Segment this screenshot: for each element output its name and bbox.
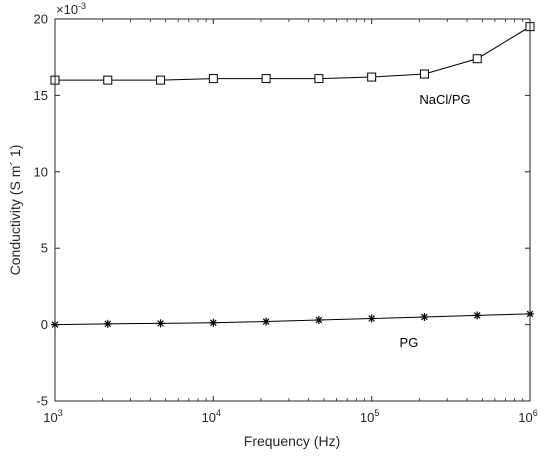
x-tick-base: 10	[360, 410, 374, 425]
series-line-pg	[54, 313, 531, 326]
data-point-pg	[420, 312, 429, 321]
asterisk-stroke	[315, 316, 323, 324]
data-point-nacl-pg	[314, 74, 324, 84]
y-multiplier-exponent: -3	[78, 1, 86, 11]
asterisk-stroke	[473, 312, 481, 319]
y-axis-label: Conductivity (S m´ 1)	[7, 145, 23, 276]
x-tick-exponent: 5	[374, 408, 379, 418]
x-axis-label: Frequency (Hz)	[244, 433, 340, 449]
y-tick-label: 0	[41, 317, 48, 332]
annotation-pg: PG	[400, 335, 419, 350]
data-point-nacl-pg	[208, 74, 218, 84]
data-point-pg	[473, 311, 482, 320]
x-tick-label: 105	[360, 408, 379, 425]
annotation-nacl-pg: NaCl/PG	[419, 92, 470, 107]
x-tick-exponent: 3	[58, 408, 63, 418]
asterisk-stroke	[421, 313, 428, 321]
x-tick-label: 103	[43, 408, 62, 425]
x-tick-label: 106	[518, 408, 537, 425]
x-tick-label: 104	[202, 408, 221, 425]
y-tick-label: -5	[36, 394, 48, 409]
data-point-nacl-pg	[261, 74, 271, 84]
data-point-pg	[103, 319, 112, 328]
data-point-pg	[367, 314, 376, 323]
data-point-nacl-pg	[367, 72, 377, 82]
x-tick-base: 10	[202, 410, 216, 425]
data-point-nacl-pg	[419, 69, 429, 79]
asterisk-stroke	[210, 319, 217, 327]
asterisk-stroke	[104, 320, 112, 328]
data-point-nacl-pg	[103, 75, 113, 85]
y-tick-label: 10	[34, 164, 48, 179]
x-tick-base: 10	[43, 410, 57, 425]
x-tick-exponent: 6	[533, 408, 538, 418]
plot-area	[55, 19, 530, 401]
data-point-pg	[314, 316, 323, 325]
y-multiplier: ×10-3	[56, 1, 86, 17]
asterisk-stroke	[157, 320, 164, 327]
data-point-pg	[262, 317, 271, 326]
data-point-pg	[209, 318, 218, 327]
y-multiplier-base: ×10	[56, 2, 78, 17]
data-point-nacl-pg	[156, 75, 166, 85]
y-tick-label: 20	[34, 12, 48, 27]
data-point-pg	[156, 319, 165, 328]
x-tick-exponent: 4	[216, 408, 221, 418]
y-tick-label: 5	[41, 241, 48, 256]
axes-box	[54, 18, 531, 402]
asterisk-stroke	[262, 318, 270, 325]
x-tick-base: 10	[518, 410, 532, 425]
y-tick-label: 15	[34, 88, 48, 103]
asterisk-stroke	[368, 315, 375, 322]
series-line-nacl-pg	[55, 26, 531, 81]
data-point-nacl-pg	[472, 54, 482, 64]
